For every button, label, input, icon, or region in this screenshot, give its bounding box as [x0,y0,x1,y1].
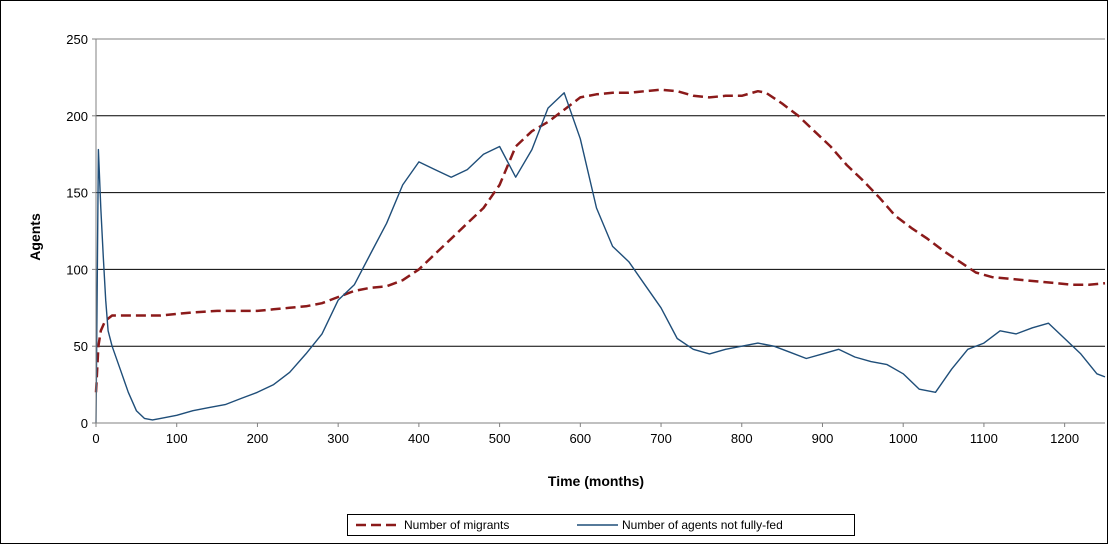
x-tick-label-300: 300 [327,431,349,446]
legend-label-migrants: Number of migrants [404,518,509,532]
x-tick-label-500: 500 [489,431,511,446]
series-lines [94,88,1106,424]
y-tick-label-0: 0 [81,416,88,431]
x-axis-title: Time (months) [548,473,644,489]
x-tick-label-1000: 1000 [889,431,918,446]
x-tick-label-0: 0 [92,431,99,446]
legend-label-not-fully-fed: Number of agents not fully-fed [622,518,783,532]
gridlines [96,38,1105,347]
x-tick-label-600: 600 [569,431,591,446]
series-line-not-fully-fed [95,92,1106,424]
x-tick-label-800: 800 [731,431,753,446]
x-tick-label-400: 400 [408,431,430,446]
axes [92,38,1105,427]
legend: Number of migrants Number of agents not … [347,514,855,536]
y-tick-label-250: 250 [66,32,88,47]
x-tick-label-100: 100 [166,431,188,446]
y-tick-label-50: 50 [74,339,88,354]
x-tick-label-1100: 1100 [970,431,998,446]
x-tick-label-1200: 1200 [1050,431,1079,446]
y-tick-label-200: 200 [66,109,88,124]
x-tick-label-200: 200 [247,431,269,446]
y-tick-label-150: 150 [66,186,88,201]
y-axis-title: Agents [27,213,43,261]
y-tick-label-100: 100 [66,262,88,277]
x-tick-label-900: 900 [812,431,834,446]
tick-labels: 0 50 100 150 200 250 0 100 200 300 400 500 600 700 800… [66,32,1079,446]
series-line-migrants [94,88,1106,393]
x-tick-label-700: 700 [650,431,672,446]
